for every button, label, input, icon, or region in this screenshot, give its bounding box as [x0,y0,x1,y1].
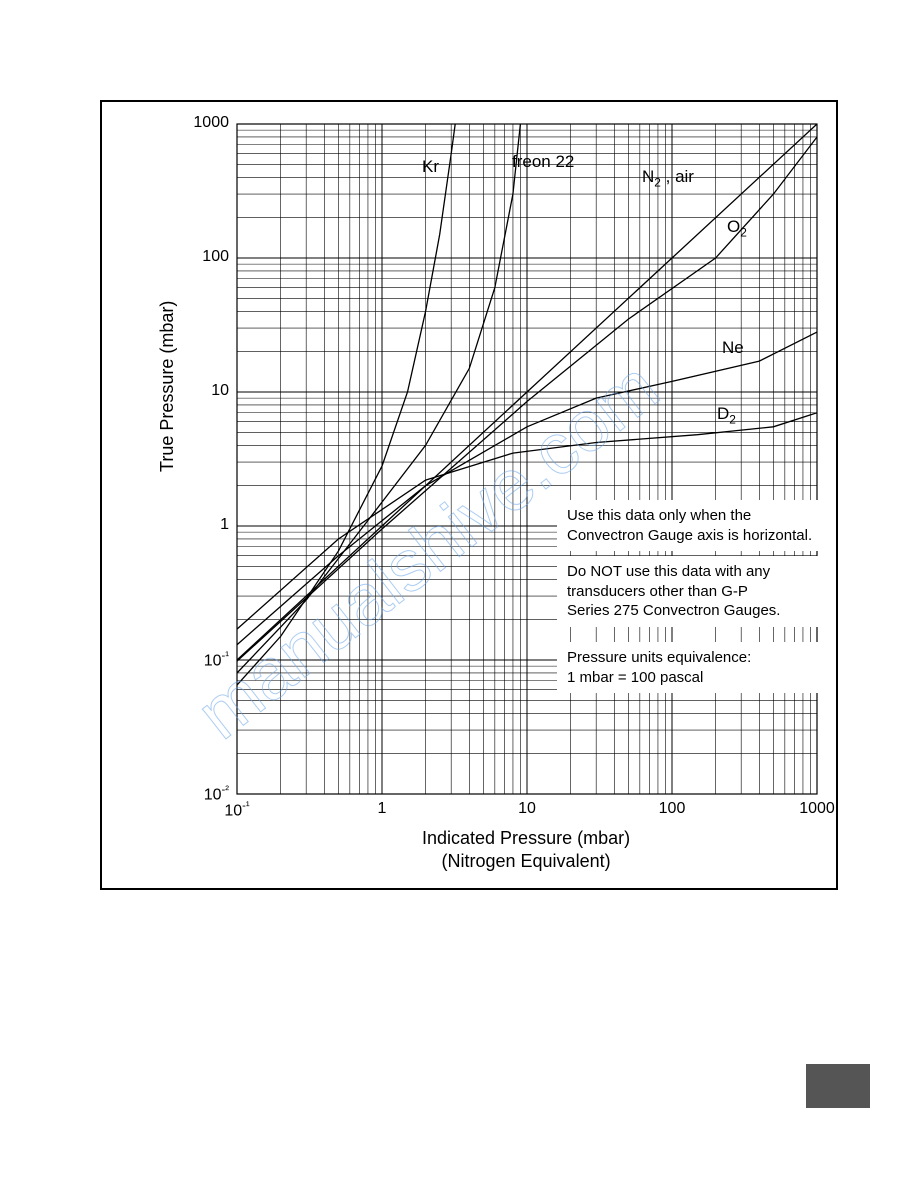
y-axis-label: True Pressure (mbar) [157,301,178,472]
page-thumb-tab [806,1064,870,1108]
xtick-label: 10 [503,800,551,818]
x-axis-label: Indicated Pressure (mbar) (Nitrogen Equi… [422,827,630,872]
xtick-label: 1 [358,800,406,818]
series-label-O2: O2 [727,217,747,239]
series-label-Ne: Ne [722,338,744,358]
ytick-label: 1 [181,516,229,534]
series-Kr [237,124,455,685]
ytick-label: 1000 [181,114,229,132]
chart-svg [102,102,836,888]
ytick-label: 100 [181,248,229,266]
series-label-Kr: Kr [422,157,439,177]
series-label-D2: D2 [717,404,736,426]
xtick-label: 1000 [793,800,841,818]
series-label-N2air: N2 , air [642,167,694,189]
xtick-label: 10-¹ [213,800,261,820]
series-label-freon22: freon 22 [512,152,574,172]
chart-frame: manualshive.com True Pressure (mbar) Ind… [100,100,838,890]
ytick-label: 10-¹ [181,650,229,670]
note-box-1: Do NOT use this data with anytransducers… [557,556,829,627]
note-box-0: Use this data only when theConvectron Ga… [557,500,829,551]
note-box-2: Pressure units equivalence:1 mbar = 100 … [557,642,829,693]
xtick-label: 100 [648,800,696,818]
ytick-label: 10 [181,382,229,400]
